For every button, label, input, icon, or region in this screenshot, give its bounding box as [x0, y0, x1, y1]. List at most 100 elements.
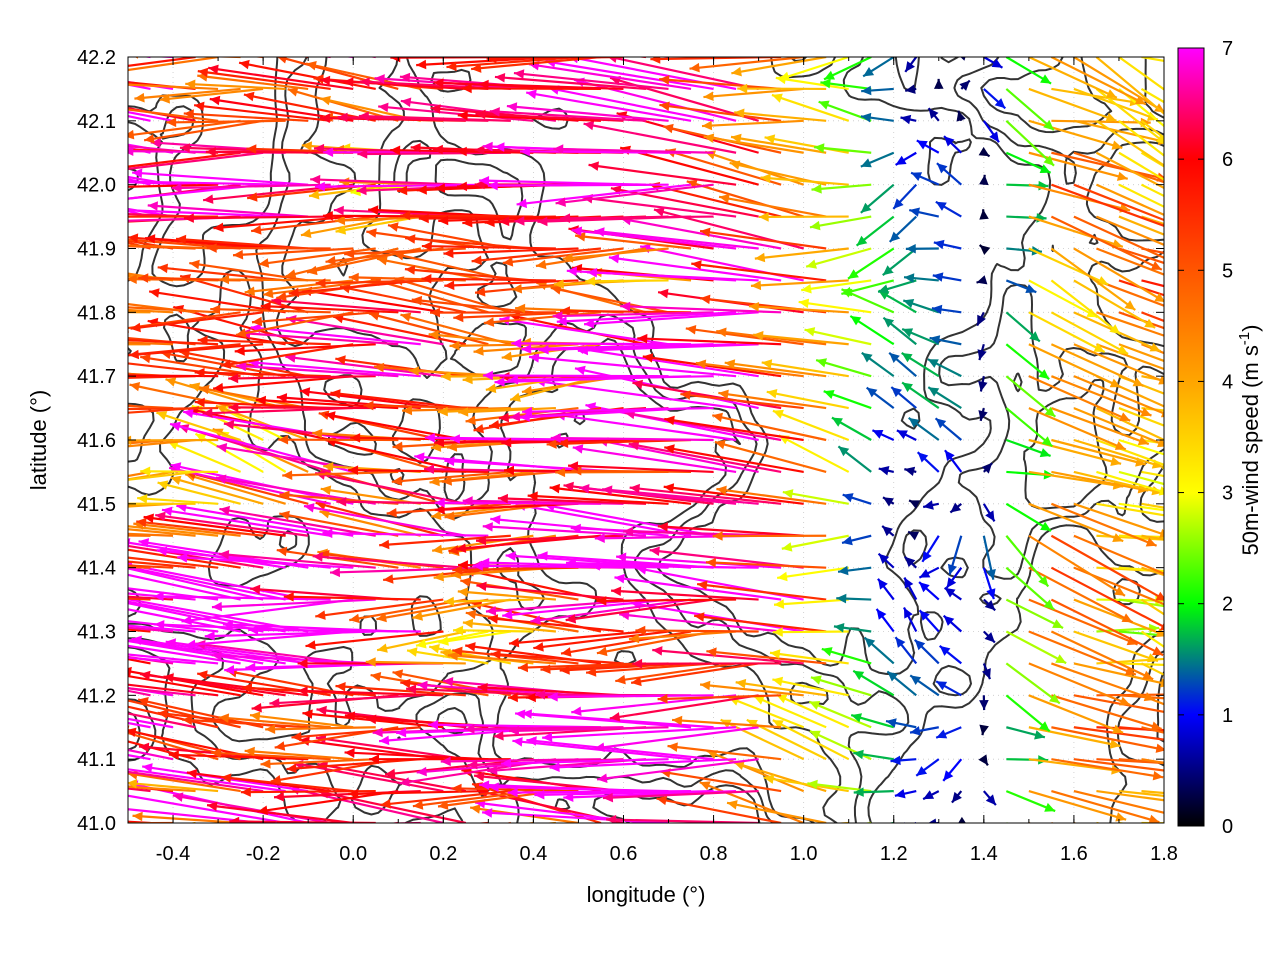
wind-vector-head — [113, 272, 123, 282]
wind-vector-shaft — [91, 408, 218, 409]
wind-vector — [755, 249, 849, 263]
x-tick-label: 0.2 — [429, 843, 457, 865]
wind-vector — [943, 759, 961, 781]
wind-vector-head — [1264, 307, 1275, 316]
wind-vector-head — [1203, 372, 1214, 381]
wind-vector — [936, 727, 961, 738]
wind-vector-head — [349, 614, 360, 623]
wind-vector-head — [959, 81, 969, 91]
wind-vector-head — [759, 824, 769, 834]
wind-vector-head — [109, 351, 119, 361]
wind-vector-head — [104, 216, 114, 226]
wind-vector-head — [510, 412, 520, 422]
wind-vector-head — [120, 538, 131, 548]
wind-vector-head — [25, 586, 35, 596]
wind-vector-head — [372, 42, 382, 52]
wind-vector — [4, 469, 128, 479]
wind-vector-head — [111, 476, 121, 486]
wind-vector — [45, 472, 150, 494]
wind-vector-head — [5, 391, 15, 401]
wind-vector-shaft — [1164, 121, 1246, 174]
wind-vector-head — [979, 147, 990, 156]
wind-vector — [1029, 249, 1108, 285]
wind-vector — [843, 493, 872, 504]
wind-vector-head — [536, 260, 547, 270]
wind-vector-shaft — [1029, 536, 1125, 596]
wind-vector — [734, 109, 826, 121]
wind-vector — [838, 566, 871, 576]
wind-vector-head — [91, 405, 101, 415]
wind-vector-head — [102, 724, 113, 733]
wind-vector — [1164, 153, 1248, 201]
wind-vector-head — [117, 594, 128, 603]
wind-vector-shaft — [511, 343, 691, 344]
wind-vector-head — [10, 214, 21, 223]
x-axis-label: longitude (°) — [587, 882, 706, 907]
wind-vector — [782, 536, 849, 552]
wind-vector-shaft — [1074, 472, 1162, 493]
wind-vector — [576, 42, 736, 57]
wind-vector — [181, 600, 353, 625]
wind-vector-shaft — [806, 823, 872, 831]
wind-vector-head — [895, 789, 906, 798]
wind-vector — [861, 113, 894, 123]
wind-vector-shaft — [1164, 153, 1248, 201]
wind-vector — [956, 817, 967, 826]
wind-vector — [896, 153, 917, 165]
wind-vector-head — [90, 780, 100, 790]
wind-vector-head — [90, 786, 101, 795]
wind-vector — [854, 823, 894, 833]
wind-vector-head — [1239, 733, 1249, 743]
wind-vector-head — [50, 307, 60, 317]
wind-vector-head — [59, 69, 69, 79]
wind-vector-shaft — [1164, 727, 1248, 756]
wind-vector — [354, 38, 489, 57]
wind-vector — [1029, 759, 1122, 774]
wind-vector-head — [108, 543, 119, 552]
wind-vector-head — [495, 73, 505, 83]
wind-vector-head — [91, 522, 101, 532]
wind-vector-shaft — [483, 375, 669, 376]
wind-vector — [978, 344, 987, 360]
wind-vector-shaft — [1029, 249, 1108, 285]
wind-vector — [950, 503, 961, 513]
wind-vector — [984, 791, 996, 805]
wind-vector-head — [801, 284, 812, 294]
wind-vector-head — [1204, 761, 1214, 771]
wind-vector-head — [28, 174, 38, 184]
wind-vector — [1164, 759, 1250, 781]
wind-vector-head — [979, 175, 989, 185]
wind-vector — [157, 30, 285, 57]
wind-vector-head — [176, 30, 187, 39]
wind-vector-shaft — [854, 823, 894, 830]
wind-vector-head — [923, 500, 934, 509]
wind-vector-head — [183, 409, 194, 419]
wind-vector-head — [909, 208, 920, 217]
wind-vector-head — [18, 359, 28, 369]
wind-vector-head — [982, 463, 992, 474]
wind-vector-head — [1118, 856, 1129, 865]
wind-vector-shaft — [609, 47, 758, 57]
wind-vector — [979, 147, 990, 156]
wind-vector-head — [387, 841, 398, 850]
wind-vector-head — [654, 207, 665, 216]
wind-vector-head — [392, 476, 402, 486]
x-tick-label: 1.8 — [1150, 843, 1178, 865]
wind-vector-head — [1220, 239, 1231, 248]
wind-vector-head — [39, 774, 49, 784]
wind-vector-head — [134, 93, 144, 103]
wind-vector-head — [1234, 118, 1245, 127]
wind-vector-shaft — [500, 41, 646, 57]
wind-vectors — [0, 21, 1280, 865]
wind-vector-head — [189, 35, 199, 45]
wind-vector-head — [368, 205, 378, 215]
wind-vector-head — [64, 443, 74, 453]
wind-vector-head — [116, 521, 126, 531]
wind-vector — [1096, 823, 1180, 844]
wind-vector — [919, 582, 939, 600]
wind-vector — [936, 202, 962, 217]
colorbar-tick-label: 2 — [1222, 594, 1233, 616]
wind-vector-shaft — [176, 33, 330, 57]
wind-vector-head — [15, 612, 25, 622]
wind-vector — [917, 140, 939, 152]
